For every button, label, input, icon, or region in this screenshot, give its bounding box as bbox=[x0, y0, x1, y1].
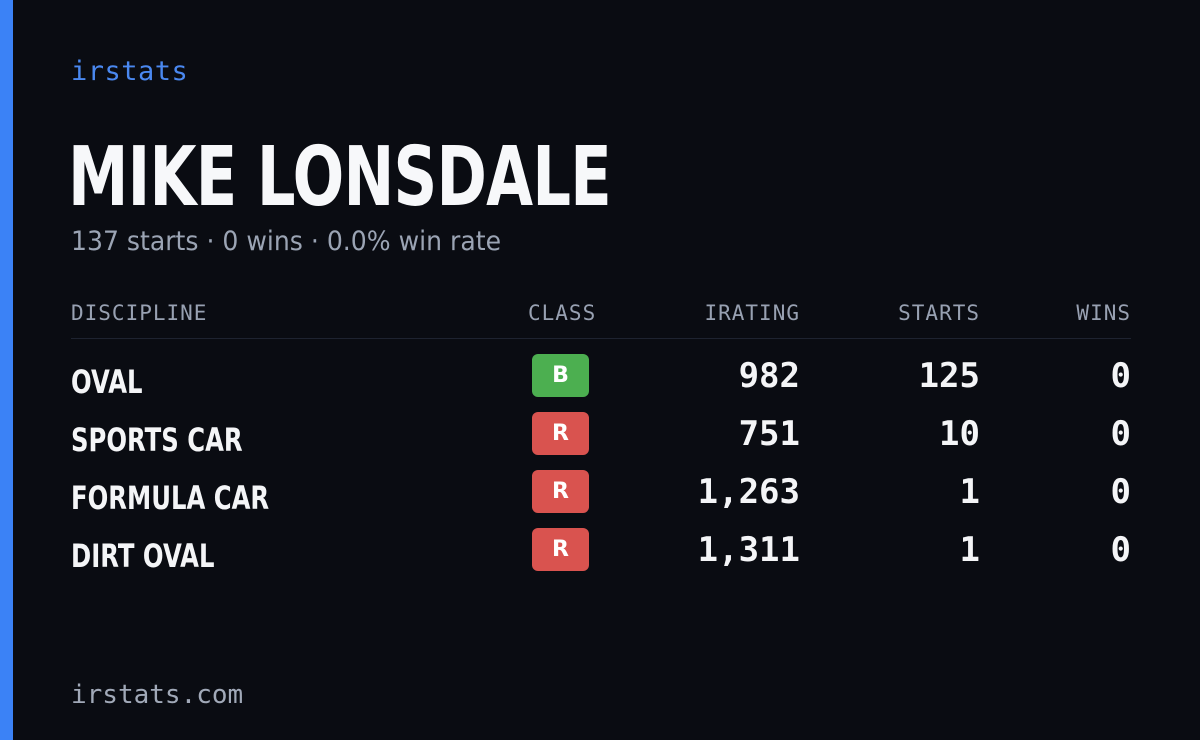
header-class: CLASS bbox=[528, 301, 597, 325]
class-badge: R bbox=[532, 528, 589, 571]
brand-logo-text: irstats bbox=[71, 56, 189, 87]
header-starts: STARTS bbox=[898, 301, 980, 325]
driver-summary: 137 starts · 0 wins · 0.0% win rate bbox=[71, 226, 502, 257]
table-row: SPORTS CAR R 751 10 0 bbox=[71, 412, 1131, 470]
starts-value: 125 bbox=[918, 356, 980, 396]
wins-value: 0 bbox=[1110, 414, 1131, 454]
stats-table-header: DISCIPLINE CLASS IRATING STARTS WINS bbox=[71, 300, 1131, 339]
accent-bar bbox=[0, 0, 13, 740]
discipline-name: SPORTS CAR bbox=[71, 421, 243, 459]
driver-name: MIKE LONSDALE bbox=[68, 130, 612, 225]
header-irating: IRATING bbox=[704, 301, 800, 325]
class-badge: B bbox=[532, 354, 589, 397]
irating-value: 982 bbox=[738, 356, 800, 396]
header-wins: WINS bbox=[1076, 301, 1131, 325]
table-row: FORMULA CAR R 1,263 1 0 bbox=[71, 470, 1131, 528]
irating-value: 751 bbox=[738, 414, 800, 454]
class-badge: R bbox=[532, 412, 589, 455]
discipline-name: OVAL bbox=[71, 363, 143, 401]
table-row: DIRT OVAL R 1,311 1 0 bbox=[71, 528, 1131, 586]
starts-value: 1 bbox=[959, 530, 980, 570]
wins-value: 0 bbox=[1110, 530, 1131, 570]
header-discipline: DISCIPLINE bbox=[71, 301, 208, 325]
wins-value: 0 bbox=[1110, 472, 1131, 512]
irating-value: 1,311 bbox=[697, 530, 800, 570]
starts-value: 1 bbox=[959, 472, 980, 512]
irating-value: 1,263 bbox=[697, 472, 800, 512]
wins-value: 0 bbox=[1110, 356, 1131, 396]
footer-domain: irstats.com bbox=[71, 680, 244, 710]
discipline-name: FORMULA CAR bbox=[71, 479, 270, 517]
class-badge: R bbox=[532, 470, 589, 513]
starts-value: 10 bbox=[939, 414, 980, 454]
discipline-name: DIRT OVAL bbox=[71, 537, 215, 575]
table-row: OVAL B 982 125 0 bbox=[71, 354, 1131, 412]
